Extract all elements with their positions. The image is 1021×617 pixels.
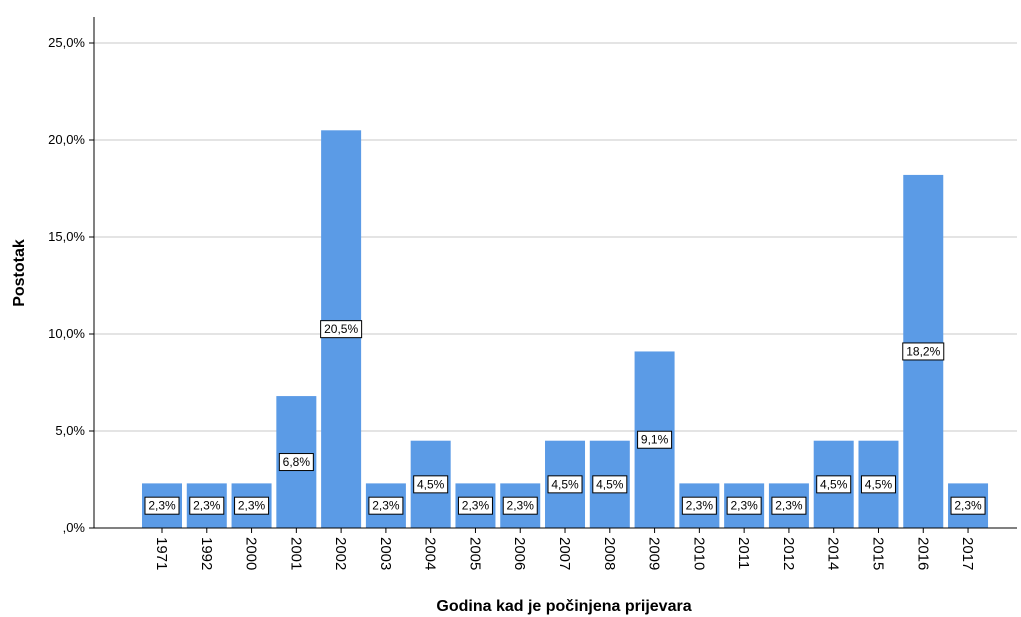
- data-label-2017: 2,3%: [954, 499, 982, 513]
- data-label-box-2000: [234, 496, 270, 515]
- x-tick-label-1992: 1992: [198, 537, 215, 570]
- data-label-1971: 2,3%: [148, 499, 176, 513]
- data-label-2015: 4,5%: [865, 477, 893, 491]
- data-label-2007: 4,5%: [551, 477, 579, 491]
- x-tick-label-2001: 2001: [287, 537, 304, 570]
- x-tick-label-2016: 2016: [914, 537, 931, 570]
- y-tick-label-0: ,0%: [63, 520, 86, 535]
- x-axis-title: Godina kad je počinjena prijevara: [436, 598, 691, 615]
- data-label-box-1992: [189, 496, 225, 515]
- x-tick-label-2004: 2004: [422, 537, 439, 570]
- data-label-box-2005: [457, 496, 493, 515]
- data-label-box-2016: [902, 342, 945, 361]
- data-label-box-2009: [637, 430, 673, 449]
- data-label-1992: 2,3%: [193, 499, 221, 513]
- data-label-2002: 20,5%: [324, 322, 358, 336]
- data-label-box-1971: [144, 496, 180, 515]
- x-tick-label-2015: 2015: [869, 537, 886, 570]
- data-label-2009: 9,1%: [641, 433, 669, 447]
- data-label-box-2006: [502, 496, 538, 515]
- data-label-box-2002: [320, 320, 363, 339]
- x-tick-label-2005: 2005: [466, 537, 483, 570]
- x-tick-label-1971: 1971: [153, 537, 170, 570]
- data-label-2010: 2,3%: [686, 499, 714, 513]
- x-tick-label-2002: 2002: [332, 537, 349, 570]
- y-tick-label-20: 20,0%: [48, 132, 85, 147]
- x-tick-label-2003: 2003: [377, 537, 394, 570]
- x-tick-label-2012: 2012: [780, 537, 797, 570]
- x-tick-labels: 1971 1992 2000 2001 2002 2003 2004 2005 2006 2007…: [153, 528, 976, 570]
- data-label-2014: 4,5%: [820, 477, 848, 491]
- bars: [142, 130, 989, 529]
- data-label-box-2017: [950, 496, 986, 515]
- x-tick-label-2009: 2009: [646, 537, 663, 570]
- x-tick-label-2008: 2008: [601, 537, 618, 570]
- y-tick-label-10: 10,0%: [48, 326, 85, 341]
- data-label-2011: 2,3%: [730, 499, 758, 513]
- x-tick-label-2006: 2006: [511, 537, 528, 570]
- data-label-2003: 2,3%: [372, 499, 400, 513]
- data-label-box-2012: [771, 496, 807, 515]
- x-tick-label-2011: 2011: [735, 537, 752, 569]
- y-tick-label-5: 5,0%: [55, 423, 85, 438]
- data-label-2000: 2,3%: [238, 499, 266, 513]
- gridlines: [94, 42, 1017, 432]
- data-label-box-2007: [547, 475, 583, 494]
- x-tick-label-2010: 2010: [690, 537, 707, 570]
- data-label-2012: 2,3%: [775, 499, 803, 513]
- data-label-2001: 6,8%: [283, 455, 311, 469]
- data-label-box-2010: [681, 496, 717, 515]
- data-label-box-2008: [592, 475, 628, 494]
- y-tick-labels: ,0% 5,0% 10,0% 15,0% 20,0% 25,0%: [48, 35, 94, 535]
- data-label-box-2003: [368, 496, 404, 515]
- y-tick-label-15: 15,0%: [48, 229, 85, 244]
- data-label-box-2014: [816, 475, 852, 494]
- data-label-box-2004: [413, 475, 449, 494]
- data-label-2005: 2,3%: [462, 499, 490, 513]
- data-labels: 2,3% 2,3% 2,3% 6,8% 20,5% 2,3% 4,5% 2,3% 2,3% 4,5…: [144, 320, 986, 515]
- y-tick-label-25: 25,0%: [48, 35, 85, 50]
- data-label-2004: 4,5%: [417, 477, 445, 491]
- data-label-box-2011: [726, 496, 762, 515]
- data-label-2016: 18,2%: [906, 344, 940, 358]
- data-label-box-2015: [860, 475, 896, 494]
- data-label-box-2001: [278, 453, 314, 472]
- y-axis-title: Postotak: [11, 239, 28, 307]
- data-label-2006: 2,3%: [507, 499, 535, 513]
- x-tick-label-2000: 2000: [243, 537, 260, 570]
- x-tick-label-2014: 2014: [825, 537, 842, 570]
- data-label-2008: 4,5%: [596, 477, 624, 491]
- x-tick-label-2017: 2017: [959, 537, 976, 570]
- x-tick-label-2007: 2007: [556, 537, 573, 570]
